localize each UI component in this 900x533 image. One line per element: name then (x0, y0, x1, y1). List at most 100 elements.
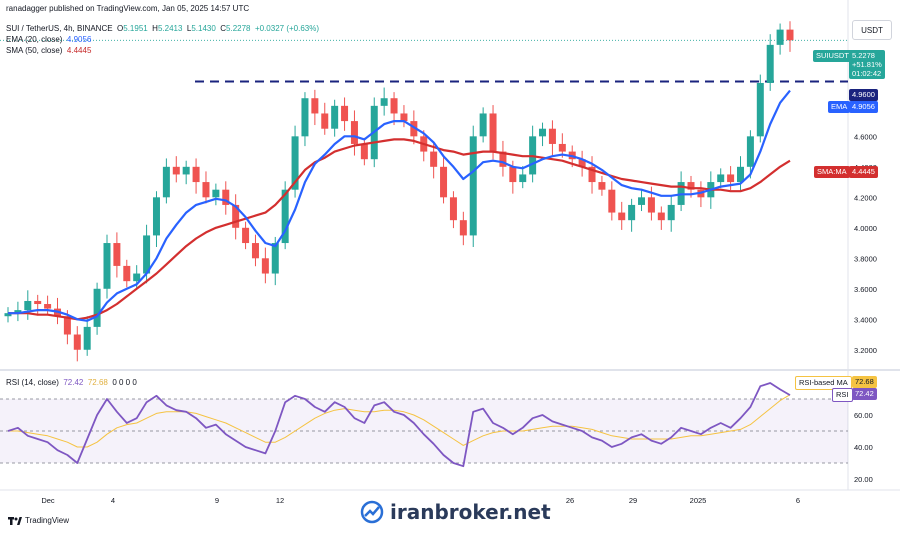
rsi-tick-label: 20.00 (854, 475, 873, 484)
countdown: 01:02:42 (852, 69, 882, 78)
candle-body (143, 235, 151, 274)
candle-body (727, 174, 735, 183)
candle-body (667, 204, 675, 221)
time-tick-label: Dec (41, 496, 55, 505)
price-tick-label: 3.4000 (854, 315, 877, 324)
candle-body (44, 304, 52, 309)
tradingview-brand[interactable]: TradingView (8, 516, 69, 525)
sma-value: 4.4445 (66, 46, 92, 55)
ema-label: EMA (20, close) (6, 35, 63, 44)
candle-body (449, 197, 457, 221)
c-label: C (220, 24, 227, 33)
candle-body (261, 258, 269, 274)
tradingview-logo-icon (8, 516, 22, 525)
candle-body (103, 243, 111, 289)
ema-value: 4.9056 (66, 35, 92, 44)
sma-legend[interactable]: SMA (50, close) 4.4445 (6, 46, 91, 55)
candle-body (717, 174, 725, 183)
candle-body (509, 166, 517, 183)
sma-line (8, 138, 791, 321)
candle-body (647, 197, 655, 213)
candle-body (301, 98, 309, 137)
candle-body (172, 166, 180, 175)
candle-body (63, 316, 71, 335)
rsi-tag: RSI (832, 388, 853, 402)
ema-legend[interactable]: EMA (20, close) 4.9056 (6, 35, 91, 44)
candle-body (489, 113, 497, 152)
candle-body (638, 197, 646, 205)
candle-body (657, 212, 665, 221)
candle-body (390, 98, 398, 114)
sma-label: SMA (50, close) (6, 46, 63, 55)
candle-body (687, 182, 695, 190)
rsi-value-tag: 72.42 (852, 388, 877, 400)
candle-body (24, 300, 32, 311)
time-tick-label: 26 (566, 496, 574, 505)
rsi-zeros: 0 0 0 0 (112, 378, 137, 387)
watermark-logo-icon (360, 500, 384, 524)
candle-body (222, 189, 230, 205)
last-price-tag: 5.2278 +51.81% 01:02:42 (849, 50, 885, 79)
time-tick-label: 12 (276, 496, 284, 505)
rsi-label: RSI (14, close) (6, 378, 59, 387)
candle-body (350, 121, 358, 144)
candle-body (598, 182, 606, 190)
time-tick-label: 9 (215, 496, 219, 505)
rsi-legend[interactable]: RSI (14, close) 72.42 72.68 0 0 0 0 (6, 378, 137, 387)
candle-body (192, 166, 200, 183)
candle-body (786, 29, 794, 41)
ema-line (8, 89, 791, 322)
candle-body (93, 288, 101, 327)
candle-body (756, 82, 764, 137)
candle-body (321, 113, 329, 129)
ema-value-tag: 4.9056 (849, 101, 878, 113)
rsi-ma-line (8, 394, 791, 448)
candle-body (202, 182, 210, 198)
rsi-ma-value-tag: 72.68 (852, 376, 877, 388)
l-value: 5.1430 (191, 24, 216, 33)
candle-body (271, 243, 279, 274)
candle-body (123, 265, 131, 282)
rsi-value: 72.42 (63, 378, 84, 387)
candle-body (34, 300, 42, 305)
candle-body (440, 166, 448, 198)
candle-body (152, 197, 160, 236)
h-label: H (152, 24, 158, 33)
candle-body (4, 313, 12, 317)
candle-body (251, 243, 259, 259)
h-value: 5.2413 (157, 24, 183, 33)
candle-body (430, 151, 438, 167)
symbol-tag: SUIUSDT (813, 50, 852, 62)
candle-body (539, 128, 547, 137)
candle-body (232, 204, 240, 228)
o-label: O (117, 24, 124, 33)
candle-body (737, 166, 745, 183)
candle-body (548, 128, 556, 144)
candle-body (14, 310, 22, 314)
candle-body (133, 273, 141, 282)
o-value: 5.1951 (123, 24, 148, 33)
candle-body (182, 166, 190, 175)
candle-body (618, 212, 626, 221)
candle-body (469, 136, 477, 236)
price-tick-label: 3.6000 (854, 285, 877, 294)
candle-body (400, 113, 408, 122)
candle-body (578, 159, 586, 167)
rsi-ma-tag: RSI-based MA (795, 376, 852, 390)
time-tick-label: 2025 (690, 496, 707, 505)
candle-body (746, 136, 754, 167)
change-value: +0.0327 (+0.63%) (254, 24, 319, 33)
candle-body (291, 136, 299, 190)
candle-body (479, 113, 487, 137)
price-tick-label: 4.6000 (854, 132, 877, 141)
candle-body (558, 143, 566, 152)
candle-body (776, 29, 784, 45)
c-value: 5.2278 (226, 24, 251, 33)
candle-body (499, 151, 507, 167)
rsi-ma-value: 72.68 (87, 378, 108, 387)
candle-body (519, 174, 527, 183)
candle-body (281, 189, 289, 244)
publish-note: ranadagger published on TradingView.com,… (6, 4, 250, 13)
tradingview-text: TradingView (25, 516, 70, 525)
currency-button[interactable]: USDT (852, 20, 892, 40)
